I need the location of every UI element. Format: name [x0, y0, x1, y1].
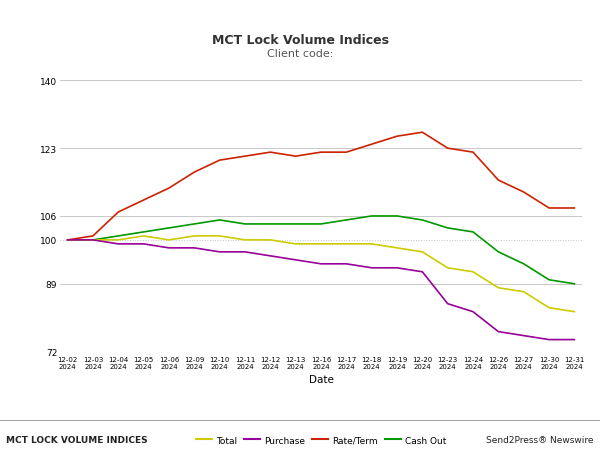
Text: MCT Lock Volume Indices: MCT Lock Volume Indices: [212, 34, 389, 47]
Text: Client code:: Client code:: [267, 49, 333, 59]
X-axis label: Date: Date: [308, 374, 334, 384]
Legend: Total, Purchase, Rate/Term, Cash Out: Total, Purchase, Rate/Term, Cash Out: [192, 432, 450, 448]
Text: Send2Press® Newswire: Send2Press® Newswire: [487, 435, 594, 444]
Text: MCT LOCK VOLUME INDICES: MCT LOCK VOLUME INDICES: [6, 435, 148, 444]
